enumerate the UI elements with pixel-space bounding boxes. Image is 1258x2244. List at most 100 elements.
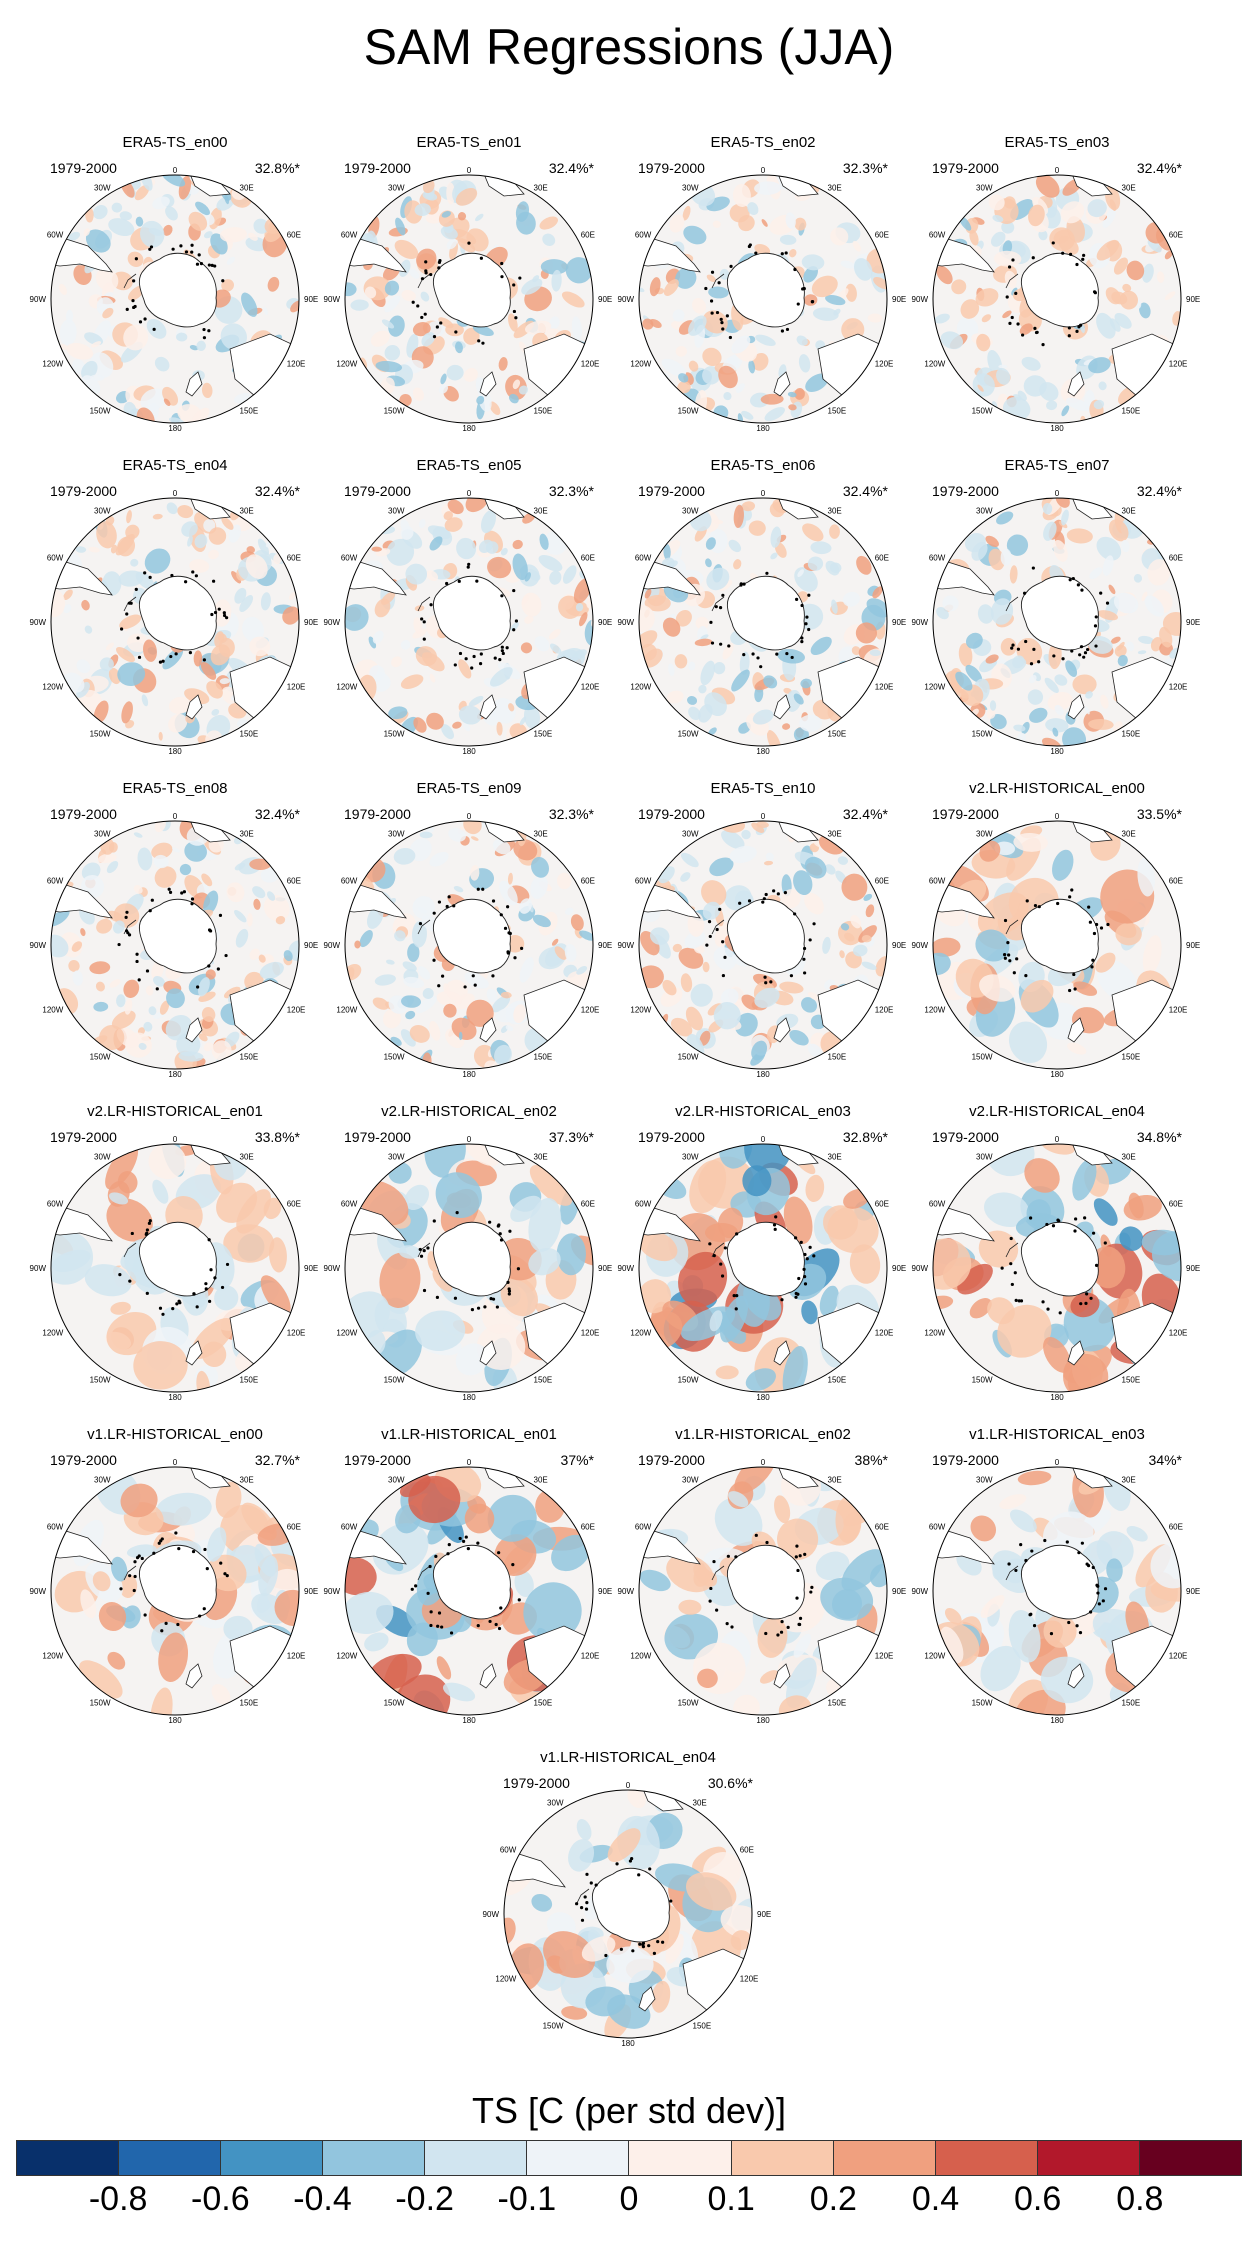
longitude-label: 120W	[495, 1975, 516, 1984]
longitude-label: 60W	[635, 231, 652, 240]
longitude-label: 60E	[287, 1200, 301, 1209]
significance-dot	[1101, 1599, 1105, 1603]
significance-dot	[439, 321, 443, 325]
longitude-label: 150W	[384, 1699, 405, 1708]
significance-dot	[202, 658, 206, 662]
significance-dot	[213, 610, 218, 615]
longitude-label: 0	[173, 166, 178, 175]
significance-dot	[414, 1584, 418, 1588]
significance-dot	[457, 579, 461, 583]
significance-dot	[483, 1305, 487, 1309]
significance-dot	[631, 1949, 635, 1953]
longitude-label: 30W	[94, 829, 111, 838]
significance-dot	[137, 978, 141, 982]
significance-dot	[721, 940, 725, 944]
significance-dot	[192, 1292, 196, 1296]
significance-dot	[1037, 660, 1041, 664]
significance-dot	[630, 1857, 634, 1861]
polar-map: 0 30E 60E 90E 120E 150E 180 150W 120W 90W 60W 30W	[324, 812, 613, 1079]
longitude-label: 120E	[740, 1975, 759, 1984]
regression-field	[345, 1467, 593, 1715]
colorbar-tick-label: 0.4	[911, 2180, 960, 2218]
significance-dot	[1008, 321, 1012, 325]
significance-dot	[119, 627, 124, 631]
longitude-label: 0	[173, 1458, 178, 1467]
significance-dot	[224, 953, 228, 958]
longitude-label: 90W	[912, 1587, 929, 1596]
longitude-label: 150E	[1122, 730, 1141, 739]
significance-dot	[190, 243, 194, 247]
longitude-label: 30W	[94, 183, 111, 192]
significance-dot	[1008, 959, 1012, 963]
significance-dot	[762, 897, 766, 901]
longitude-label: 30W	[976, 829, 993, 838]
significance-dot	[1097, 1602, 1101, 1606]
map-panel: ERA5-TS_en07 1979-2000 32.4%* 0 30E 60E 90E 120…	[912, 457, 1201, 756]
antarctica	[726, 575, 805, 651]
significance-dot	[169, 654, 173, 659]
colorbar-tick-label: 0.1	[707, 2180, 755, 2218]
significance-dot	[140, 1556, 144, 1561]
panel-variance-percent: 32.3%*	[548, 806, 594, 822]
longitude-label: 90W	[483, 1910, 500, 1919]
map-boundary	[932, 1143, 1182, 1393]
significance-dot	[432, 958, 436, 962]
significance-dot	[447, 895, 451, 899]
significance-dot	[1024, 639, 1028, 644]
polar-map: 0 30E 60E 90E 120E 150E 180 150W 120W 90W 60W 30W	[30, 489, 319, 756]
significance-dot	[145, 1228, 150, 1232]
significance-dot	[735, 1232, 739, 1236]
colorbar-tick-label: -0.6	[191, 2180, 250, 2218]
longitude-label: 30E	[534, 1475, 548, 1484]
significance-dot	[137, 655, 142, 659]
significance-dot	[715, 927, 719, 932]
polar-map: 0 30E 60E 90E 120E 150E 180 150W 120W 90W 60W 30W	[912, 489, 1201, 756]
significance-dot	[516, 1267, 521, 1271]
longitude-label: 60E	[1169, 554, 1183, 563]
significance-dot	[471, 974, 475, 978]
longitude-label: 120E	[875, 1652, 894, 1661]
significance-dot	[135, 1556, 140, 1560]
significance-dot	[812, 922, 816, 926]
significance-dot	[1067, 334, 1071, 338]
significance-dot	[717, 281, 721, 285]
longitude-label: 60W	[47, 231, 64, 240]
significance-dot	[805, 1257, 809, 1261]
panel-variance-percent: 32.8%*	[254, 160, 300, 176]
longitude-label: 90E	[757, 1910, 771, 1919]
significance-dot	[148, 1219, 152, 1223]
significance-dot	[1032, 1624, 1037, 1628]
significance-dot	[1061, 657, 1065, 661]
map-boundary	[50, 174, 300, 424]
longitude-label: 90W	[30, 618, 47, 627]
significance-dot	[802, 1267, 806, 1271]
significance-dot	[434, 1554, 438, 1559]
significance-dot	[1005, 295, 1009, 299]
significance-dot	[506, 950, 510, 954]
panel-period: 1979-2000	[344, 1452, 411, 1468]
significance-dot	[704, 286, 708, 291]
significance-dot	[580, 1918, 585, 1922]
longitude-label: 180	[168, 747, 182, 756]
map-boundary	[932, 497, 1182, 747]
significance-dot	[734, 1307, 738, 1311]
significance-dot	[1080, 588, 1084, 592]
significance-dot	[734, 1555, 738, 1559]
significance-dot	[118, 1273, 122, 1277]
longitude-label: 180	[462, 1070, 476, 1079]
panel-title: v2.LR-HISTORICAL_en03	[675, 1103, 851, 1120]
significance-dot	[1087, 905, 1091, 909]
significance-dot	[218, 913, 223, 918]
longitude-label: 150E	[828, 730, 847, 739]
longitude-label: 90W	[618, 1264, 635, 1273]
significance-dot	[773, 1227, 777, 1231]
significance-dot	[628, 1859, 633, 1863]
significance-dot	[656, 1940, 660, 1944]
significance-dot	[467, 562, 471, 566]
map-boundary	[503, 1789, 753, 2039]
regression-field	[51, 1467, 299, 1715]
significance-dot	[1029, 1216, 1033, 1220]
significance-dot	[1068, 578, 1072, 582]
significance-dot	[467, 241, 471, 245]
significance-dot	[168, 890, 173, 894]
